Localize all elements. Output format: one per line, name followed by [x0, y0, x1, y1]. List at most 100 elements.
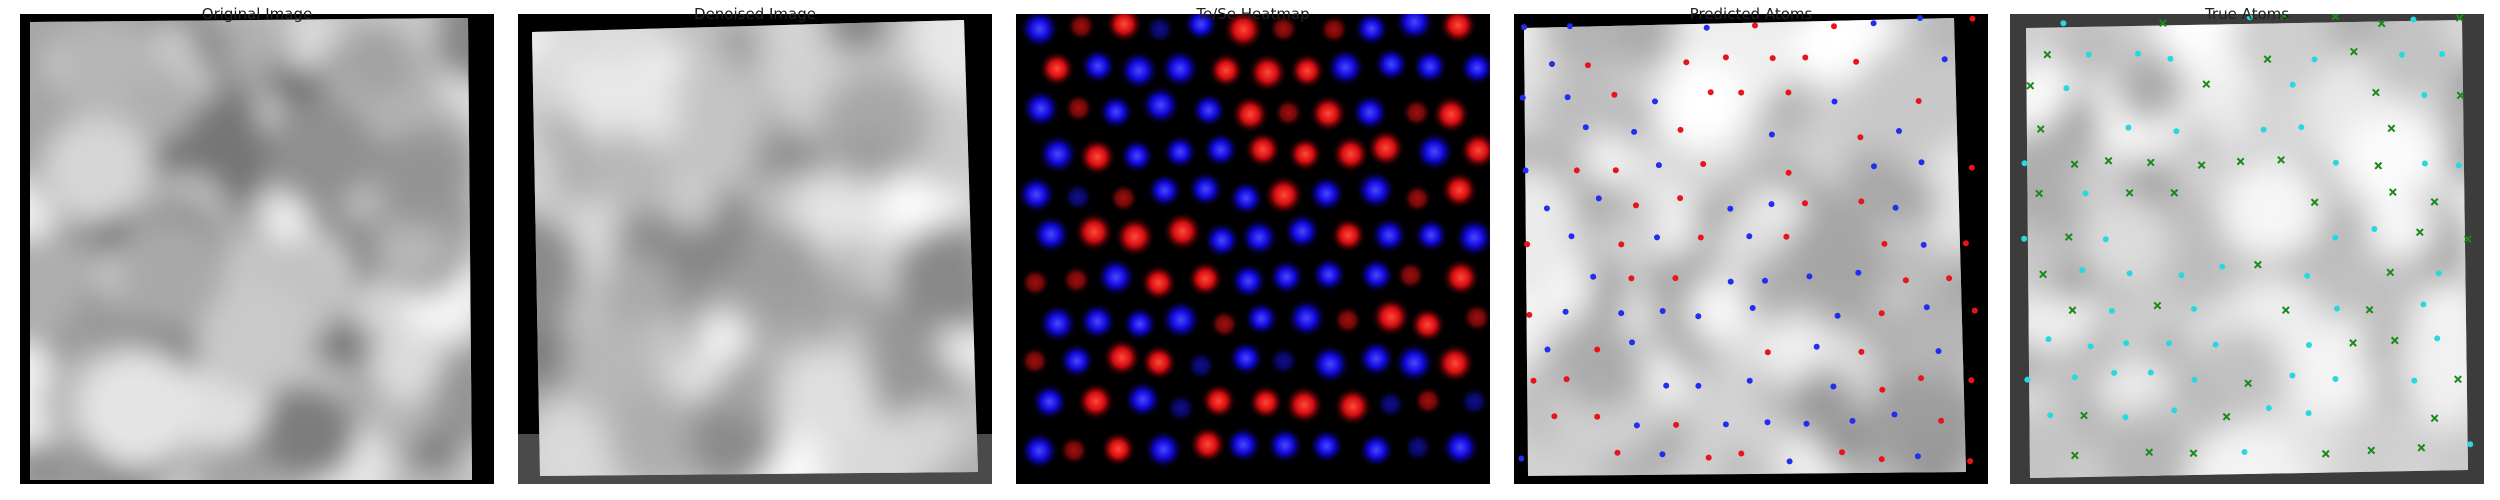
predicted-se-atom [1655, 162, 1662, 169]
predicted-te-atom [1918, 375, 1924, 382]
heatmap-se-spot [1019, 430, 1060, 471]
predicted-te-atom [1878, 310, 1885, 317]
heatmap-te-spot [1073, 211, 1115, 253]
heatmap-se-spot [1282, 211, 1322, 251]
heatmap-se-spot [1308, 427, 1345, 465]
true-te-atom [2349, 47, 2358, 56]
heatmap-te-spot [1263, 174, 1305, 216]
predicted-se-atom [1519, 94, 1526, 101]
predicted-se-atom [1695, 313, 1702, 320]
predicted-se-atom [1918, 159, 1925, 166]
true-se-atom [2060, 20, 2067, 27]
predicted-atoms-image [1514, 14, 1988, 484]
true-se-atom [2304, 272, 2311, 279]
heatmap-se-spot [1229, 261, 1268, 300]
true-te-atom [2043, 50, 2052, 59]
predicted-te-atom [1722, 54, 1729, 61]
heatmap-se-spot [1190, 91, 1228, 129]
heatmap-se-spot [1063, 182, 1093, 213]
heatmap-se-spot [1411, 47, 1449, 86]
predicted-te-atom [1677, 195, 1684, 202]
heatmap-se-spot [1239, 217, 1280, 258]
predicted-te-atom [1618, 241, 1625, 248]
true-se-atom [2166, 340, 2173, 347]
predicted-se-atom [1923, 304, 1930, 311]
heatmap-se-spot [1030, 382, 1069, 421]
true-te-atom [2202, 80, 2211, 89]
true-se-atom [2147, 369, 2154, 376]
heatmap-te-spot [1061, 265, 1092, 295]
true-se-atom [2212, 341, 2219, 348]
heatmap-se-spot [1357, 431, 1395, 469]
panel-title-original: Original Image [201, 5, 313, 23]
predicted-te-atom [1633, 202, 1639, 209]
true-te-atom [2430, 197, 2439, 206]
true-te-atom [2170, 188, 2179, 197]
heatmap-se-spot [1358, 256, 1396, 294]
heatmap-se-spot [1159, 298, 1202, 341]
predicted-se-atom [1695, 382, 1702, 389]
heatmap-te-spot [1284, 384, 1325, 425]
predicted-te-atom [1969, 15, 1976, 22]
heatmap-te-spot [1038, 50, 1076, 88]
heatmap-se-spot [1243, 300, 1280, 337]
predicted-te-atom [1802, 54, 1809, 61]
heatmap-se-spot [1227, 339, 1265, 377]
predicted-se-atom [1920, 241, 1927, 248]
true-se-atom [2122, 414, 2129, 421]
heatmap-se-spot [1117, 49, 1160, 92]
predicted-te-atom [1783, 233, 1790, 240]
true-se-atom [2021, 235, 2028, 242]
predicted-te-atom [1879, 386, 1886, 393]
predicted-te-atom [1839, 449, 1845, 456]
predicted-se-atom [1654, 234, 1660, 241]
true-se-atom [2410, 16, 2417, 23]
true-se-atom [2045, 336, 2052, 343]
true-te-atom [2386, 268, 2395, 277]
predicted-te-atom [1707, 89, 1714, 96]
predicted-se-atom [1786, 458, 1793, 465]
heatmap-se-spot [1079, 47, 1117, 85]
true-atoms-image [2010, 14, 2484, 484]
heatmap-se-spot [1310, 256, 1348, 293]
heatmap-se-spot [1356, 339, 1396, 379]
true-te-atom [2374, 161, 2383, 170]
panel-heatmap: Te/Se Heatmap [1016, 7, 1490, 484]
predicted-se-atom [1568, 233, 1575, 240]
panel-title-denoised: Denoised Image [694, 5, 816, 23]
heatmap-se-spot [1227, 179, 1265, 217]
heatmap-te-spot [1273, 97, 1304, 128]
heatmap-te-spot [1230, 94, 1270, 134]
true-se-atom [2126, 270, 2133, 277]
heatmap-te-spot [1059, 435, 1089, 466]
predicted-se-atom [1518, 455, 1525, 462]
true-te-atom [2070, 451, 2079, 460]
heatmap-se-spot [1159, 48, 1201, 89]
panel-original-image: Original Image [20, 7, 494, 484]
heatmap-te-spot [1104, 14, 1144, 44]
predicted-se-atom [1935, 348, 1942, 355]
heatmap-se-spot [1354, 169, 1397, 211]
heatmap-se-spot [1202, 221, 1241, 260]
predicted-se-atom [1663, 382, 1670, 389]
heatmap-se-spot [1020, 88, 1062, 129]
predicted-te-atom [1573, 167, 1580, 174]
predicted-se-atom [1914, 453, 1921, 460]
true-te-atom [2388, 188, 2397, 197]
heatmap-se-spot [1453, 216, 1490, 259]
predicted-se-atom [1633, 422, 1640, 429]
true-se-atom [2332, 234, 2339, 241]
predicted-te-atom [1594, 413, 1601, 420]
predicted-te-atom [1902, 277, 1909, 284]
predicted-se-atom [1855, 269, 1862, 276]
heatmap-te-spot [1409, 306, 1446, 344]
heatmap-te-spot [1370, 296, 1412, 338]
heatmap-te-spot [1332, 386, 1373, 427]
predicted-se-atom [1941, 56, 1948, 63]
predicted-te-atom [1968, 377, 1975, 384]
heatmap-se-spot [1165, 393, 1196, 424]
heatmap-se-spot [1375, 389, 1406, 420]
true-se-atom [2191, 376, 2198, 383]
predicted-se-atom [1549, 61, 1555, 67]
true-se-atom [2167, 55, 2174, 62]
